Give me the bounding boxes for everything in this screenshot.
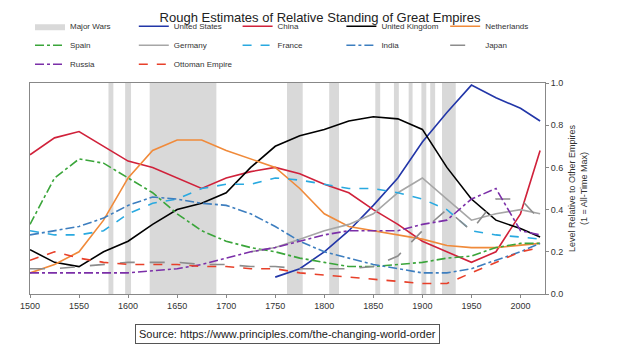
svg-text:Source: https://www.principles: Source: https://www.principles.com/the-c…: [139, 328, 436, 340]
svg-text:1.0: 1.0: [551, 78, 564, 88]
svg-text:0.4: 0.4: [551, 205, 564, 215]
svg-text:1850: 1850: [363, 301, 383, 311]
svg-text:1800: 1800: [314, 301, 334, 311]
svg-text:0.0: 0.0: [551, 289, 564, 299]
svg-text:Germany: Germany: [174, 41, 207, 50]
svg-text:France: France: [278, 41, 303, 50]
svg-text:Japan: Japan: [485, 41, 507, 50]
svg-text:0.8: 0.8: [551, 120, 564, 130]
svg-text:1600: 1600: [118, 301, 138, 311]
svg-text:United States: United States: [174, 22, 222, 31]
svg-text:1500: 1500: [20, 301, 40, 311]
svg-text:1550: 1550: [69, 301, 89, 311]
svg-text:India: India: [381, 41, 399, 50]
svg-text:Spain: Spain: [70, 41, 90, 50]
svg-text:Rough Estimates of Relative St: Rough Estimates of Relative Standing of …: [160, 10, 481, 25]
svg-text:United Kingdom: United Kingdom: [381, 22, 438, 31]
svg-text:1650: 1650: [167, 301, 187, 311]
svg-text:Major Wars: Major Wars: [70, 22, 111, 31]
svg-text:2000: 2000: [510, 301, 530, 311]
svg-text:1700: 1700: [216, 301, 236, 311]
svg-text:1950: 1950: [461, 301, 481, 311]
svg-text:Level Relative to Other Empire: Level Relative to Other Empires(1 = All-…: [567, 124, 589, 252]
svg-text:China: China: [278, 22, 299, 31]
svg-text:0.2: 0.2: [551, 247, 564, 257]
svg-text:0.6: 0.6: [551, 163, 564, 173]
svg-text:Netherlands: Netherlands: [485, 22, 528, 31]
svg-text:1750: 1750: [265, 301, 285, 311]
svg-text:Ottoman Empire: Ottoman Empire: [174, 60, 233, 69]
svg-text:Russia: Russia: [70, 60, 95, 69]
svg-text:1900: 1900: [412, 301, 432, 311]
